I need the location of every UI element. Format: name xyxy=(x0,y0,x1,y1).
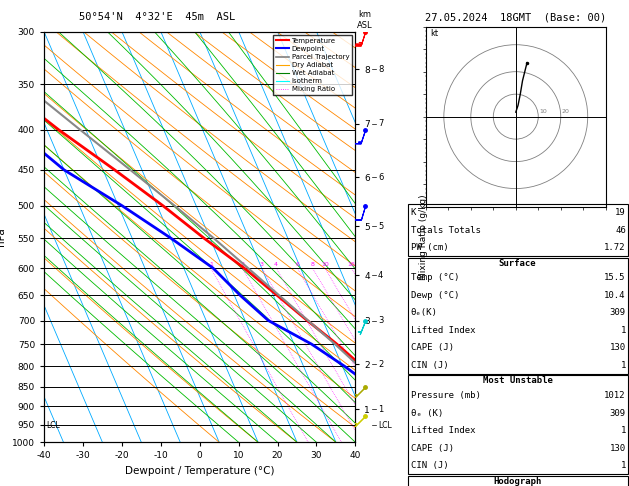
Text: θₑ (K): θₑ (K) xyxy=(411,409,443,418)
Text: 2: 2 xyxy=(378,360,383,368)
Text: 19: 19 xyxy=(615,208,626,217)
Legend: Temperature, Dewpoint, Parcel Trajectory, Dry Adiabat, Wet Adiabat, Isotherm, Mi: Temperature, Dewpoint, Parcel Trajectory… xyxy=(274,35,352,95)
Y-axis label: hPa: hPa xyxy=(0,227,6,246)
Text: CAPE (J): CAPE (J) xyxy=(411,344,454,352)
Text: Pressure (mb): Pressure (mb) xyxy=(411,391,481,400)
Text: 46: 46 xyxy=(615,226,626,235)
Text: 7: 7 xyxy=(378,119,384,128)
Text: Temp (°C): Temp (°C) xyxy=(411,274,459,282)
Text: 1012: 1012 xyxy=(604,391,626,400)
Text: 1.72: 1.72 xyxy=(604,243,626,252)
Text: LCL: LCL xyxy=(378,421,392,430)
Text: Most Unstable: Most Unstable xyxy=(482,377,553,385)
Text: 15.5: 15.5 xyxy=(604,274,626,282)
Text: 1: 1 xyxy=(620,461,626,470)
X-axis label: Dewpoint / Temperature (°C): Dewpoint / Temperature (°C) xyxy=(125,466,274,476)
Text: 10: 10 xyxy=(540,109,547,114)
Text: θₑ(K): θₑ(K) xyxy=(411,309,438,317)
Text: 1: 1 xyxy=(378,405,383,414)
Text: Surface: Surface xyxy=(499,259,537,268)
Text: 1: 1 xyxy=(620,426,626,435)
Text: Lifted Index: Lifted Index xyxy=(411,426,476,435)
Text: 130: 130 xyxy=(610,344,626,352)
Text: LCL: LCL xyxy=(46,421,60,430)
Text: 6: 6 xyxy=(378,173,384,182)
Text: 1: 1 xyxy=(620,326,626,335)
Text: Dewp (°C): Dewp (°C) xyxy=(411,291,459,300)
Text: 27.05.2024  18GMT  (Base: 00): 27.05.2024 18GMT (Base: 00) xyxy=(425,12,606,22)
Text: 1: 1 xyxy=(209,262,213,267)
Text: CAPE (J): CAPE (J) xyxy=(411,444,454,453)
Text: 20: 20 xyxy=(562,109,570,114)
Text: 4: 4 xyxy=(274,262,278,267)
Text: 10.4: 10.4 xyxy=(604,291,626,300)
Text: 1: 1 xyxy=(620,361,626,370)
Text: 309: 309 xyxy=(610,309,626,317)
Text: km
ASL: km ASL xyxy=(357,10,372,30)
Text: 8: 8 xyxy=(378,65,384,74)
Text: 309: 309 xyxy=(610,409,626,418)
Text: 5: 5 xyxy=(378,222,383,231)
Text: Hodograph: Hodograph xyxy=(494,477,542,486)
Text: 3: 3 xyxy=(378,316,384,325)
Text: 10: 10 xyxy=(321,262,328,267)
Text: K: K xyxy=(411,208,416,217)
Text: 6: 6 xyxy=(295,262,299,267)
Text: CIN (J): CIN (J) xyxy=(411,361,448,370)
Text: Lifted Index: Lifted Index xyxy=(411,326,476,335)
Y-axis label: Mixing Ratio (g/kg): Mixing Ratio (g/kg) xyxy=(419,194,428,280)
Text: 4: 4 xyxy=(378,271,383,280)
Text: 130: 130 xyxy=(610,444,626,453)
Text: Totals Totals: Totals Totals xyxy=(411,226,481,235)
Text: 50°54'N  4°32'E  45m  ASL: 50°54'N 4°32'E 45m ASL xyxy=(79,12,235,22)
Text: kt: kt xyxy=(430,29,438,38)
Text: 2: 2 xyxy=(240,262,244,267)
Text: 3: 3 xyxy=(260,262,264,267)
Text: 8: 8 xyxy=(311,262,314,267)
Text: PW (cm): PW (cm) xyxy=(411,243,448,252)
Text: CIN (J): CIN (J) xyxy=(411,461,448,470)
Text: 16: 16 xyxy=(348,262,355,267)
